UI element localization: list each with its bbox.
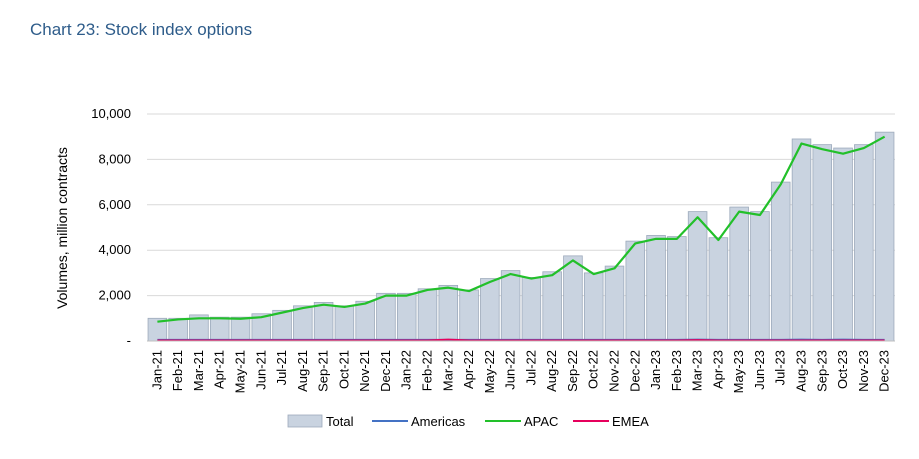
x-tick-label: Jun-22 bbox=[503, 350, 518, 390]
emea-line bbox=[157, 338, 885, 342]
total-bar bbox=[480, 278, 500, 342]
total-bar bbox=[209, 316, 230, 342]
y-tick-label: 4,000 bbox=[98, 242, 131, 257]
total-bar bbox=[396, 292, 417, 342]
x-tick-label: May-23 bbox=[731, 350, 746, 393]
legend-label: EMEA bbox=[612, 414, 649, 429]
apac-line bbox=[157, 135, 886, 323]
total-bar bbox=[625, 240, 646, 342]
x-tick-label: Jul-22 bbox=[523, 350, 538, 385]
total-bar bbox=[500, 270, 521, 342]
total-bar bbox=[854, 144, 874, 342]
x-tick-label: Nov-22 bbox=[607, 350, 622, 392]
x-tick-label: Sep-21 bbox=[316, 350, 331, 392]
x-tick-label: Oct-23 bbox=[835, 350, 850, 389]
total-bar bbox=[563, 255, 583, 342]
total-bar bbox=[376, 292, 396, 342]
x-tick-label: Mar-22 bbox=[440, 350, 455, 391]
x-tick-label: May-22 bbox=[482, 350, 497, 393]
x-tick-label: Aug-22 bbox=[544, 350, 559, 392]
x-tick-label: Feb-23 bbox=[669, 350, 684, 391]
total-bar bbox=[833, 147, 853, 342]
total-bar bbox=[355, 300, 375, 342]
x-tick-label: Aug-21 bbox=[295, 350, 310, 392]
total-bar bbox=[604, 265, 625, 342]
x-tick-label: Apr-23 bbox=[710, 350, 725, 389]
total-bar bbox=[293, 305, 313, 342]
total-bar bbox=[459, 289, 479, 342]
x-tick-label: Oct-21 bbox=[336, 350, 351, 389]
total-bar bbox=[791, 138, 812, 342]
y-axis: - 2,000 4,000 6,000 8,000 10,000 bbox=[91, 106, 131, 348]
total-bar bbox=[521, 277, 542, 342]
x-tick-label: Jan-22 bbox=[399, 350, 414, 390]
total-bar bbox=[770, 181, 791, 342]
y-tick-label: 2,000 bbox=[98, 288, 131, 303]
total-bar bbox=[583, 272, 604, 342]
series-lines bbox=[157, 135, 886, 342]
x-tick-label: Dec-21 bbox=[378, 350, 393, 392]
total-bar bbox=[230, 316, 251, 342]
total-bar bbox=[334, 305, 355, 342]
total-bar bbox=[874, 131, 895, 342]
x-tick-label: Apr-21 bbox=[212, 350, 227, 389]
x-tick-label: Apr-22 bbox=[461, 350, 476, 389]
total-bar bbox=[750, 211, 770, 342]
x-tick-label: Jan-21 bbox=[149, 350, 164, 390]
total-bar bbox=[667, 236, 687, 342]
total-bar bbox=[168, 317, 188, 342]
x-tick-label: Feb-21 bbox=[170, 350, 185, 391]
x-tick-label: Mar-23 bbox=[690, 350, 705, 391]
x-tick-label: Oct-22 bbox=[586, 350, 601, 389]
x-tick-label: Jul-21 bbox=[274, 350, 289, 385]
total-bar bbox=[313, 302, 334, 342]
x-tick-label: Jun-23 bbox=[752, 350, 767, 390]
x-tick-label: Dec-22 bbox=[627, 350, 642, 392]
x-tick-label: Sep-23 bbox=[814, 350, 829, 392]
x-tick-label: Dec-23 bbox=[877, 350, 892, 392]
chart-title: Chart 23: Stock index options bbox=[30, 20, 253, 39]
x-tick-label: Jan-23 bbox=[648, 350, 663, 390]
total-bar bbox=[646, 235, 666, 342]
x-tick-label: Mar-21 bbox=[191, 350, 206, 391]
total-bar bbox=[417, 288, 438, 342]
total-bar bbox=[438, 284, 459, 342]
total-bar bbox=[812, 144, 833, 342]
legend: Total Americas APAC EMEA bbox=[287, 414, 649, 429]
legend-swatch-total bbox=[287, 414, 323, 428]
y-tick-label: - bbox=[127, 333, 131, 348]
x-tick-label: May-21 bbox=[233, 350, 248, 393]
gridlines bbox=[147, 113, 895, 297]
y-tick-label: 10,000 bbox=[91, 106, 131, 121]
x-tick-label: Sep-22 bbox=[565, 350, 580, 392]
x-tick-label: Jun-21 bbox=[253, 350, 268, 390]
y-tick-label: 6,000 bbox=[98, 197, 131, 212]
x-tick-label: Aug-23 bbox=[794, 350, 809, 392]
total-bar bbox=[708, 237, 729, 342]
legend-label: APAC bbox=[524, 414, 558, 429]
x-axis: Jan-21 Feb-21 Mar-21 Apr-21 May-21 Jun-21 Jul-… bbox=[147, 340, 895, 393]
legend-label: Americas bbox=[411, 414, 466, 429]
x-tick-label: Nov-21 bbox=[357, 350, 372, 392]
total-bars bbox=[147, 131, 895, 342]
x-tick-label: Feb-22 bbox=[420, 350, 435, 391]
total-bar bbox=[542, 271, 562, 342]
x-tick-label: Nov-23 bbox=[856, 350, 871, 392]
x-tick-label: Jul-23 bbox=[773, 350, 788, 385]
legend-label: Total bbox=[326, 414, 354, 429]
y-axis-label: Volumes, million contracts bbox=[54, 147, 70, 309]
total-bar bbox=[729, 206, 749, 342]
y-tick-label: 8,000 bbox=[98, 151, 131, 166]
total-bar bbox=[687, 211, 708, 342]
